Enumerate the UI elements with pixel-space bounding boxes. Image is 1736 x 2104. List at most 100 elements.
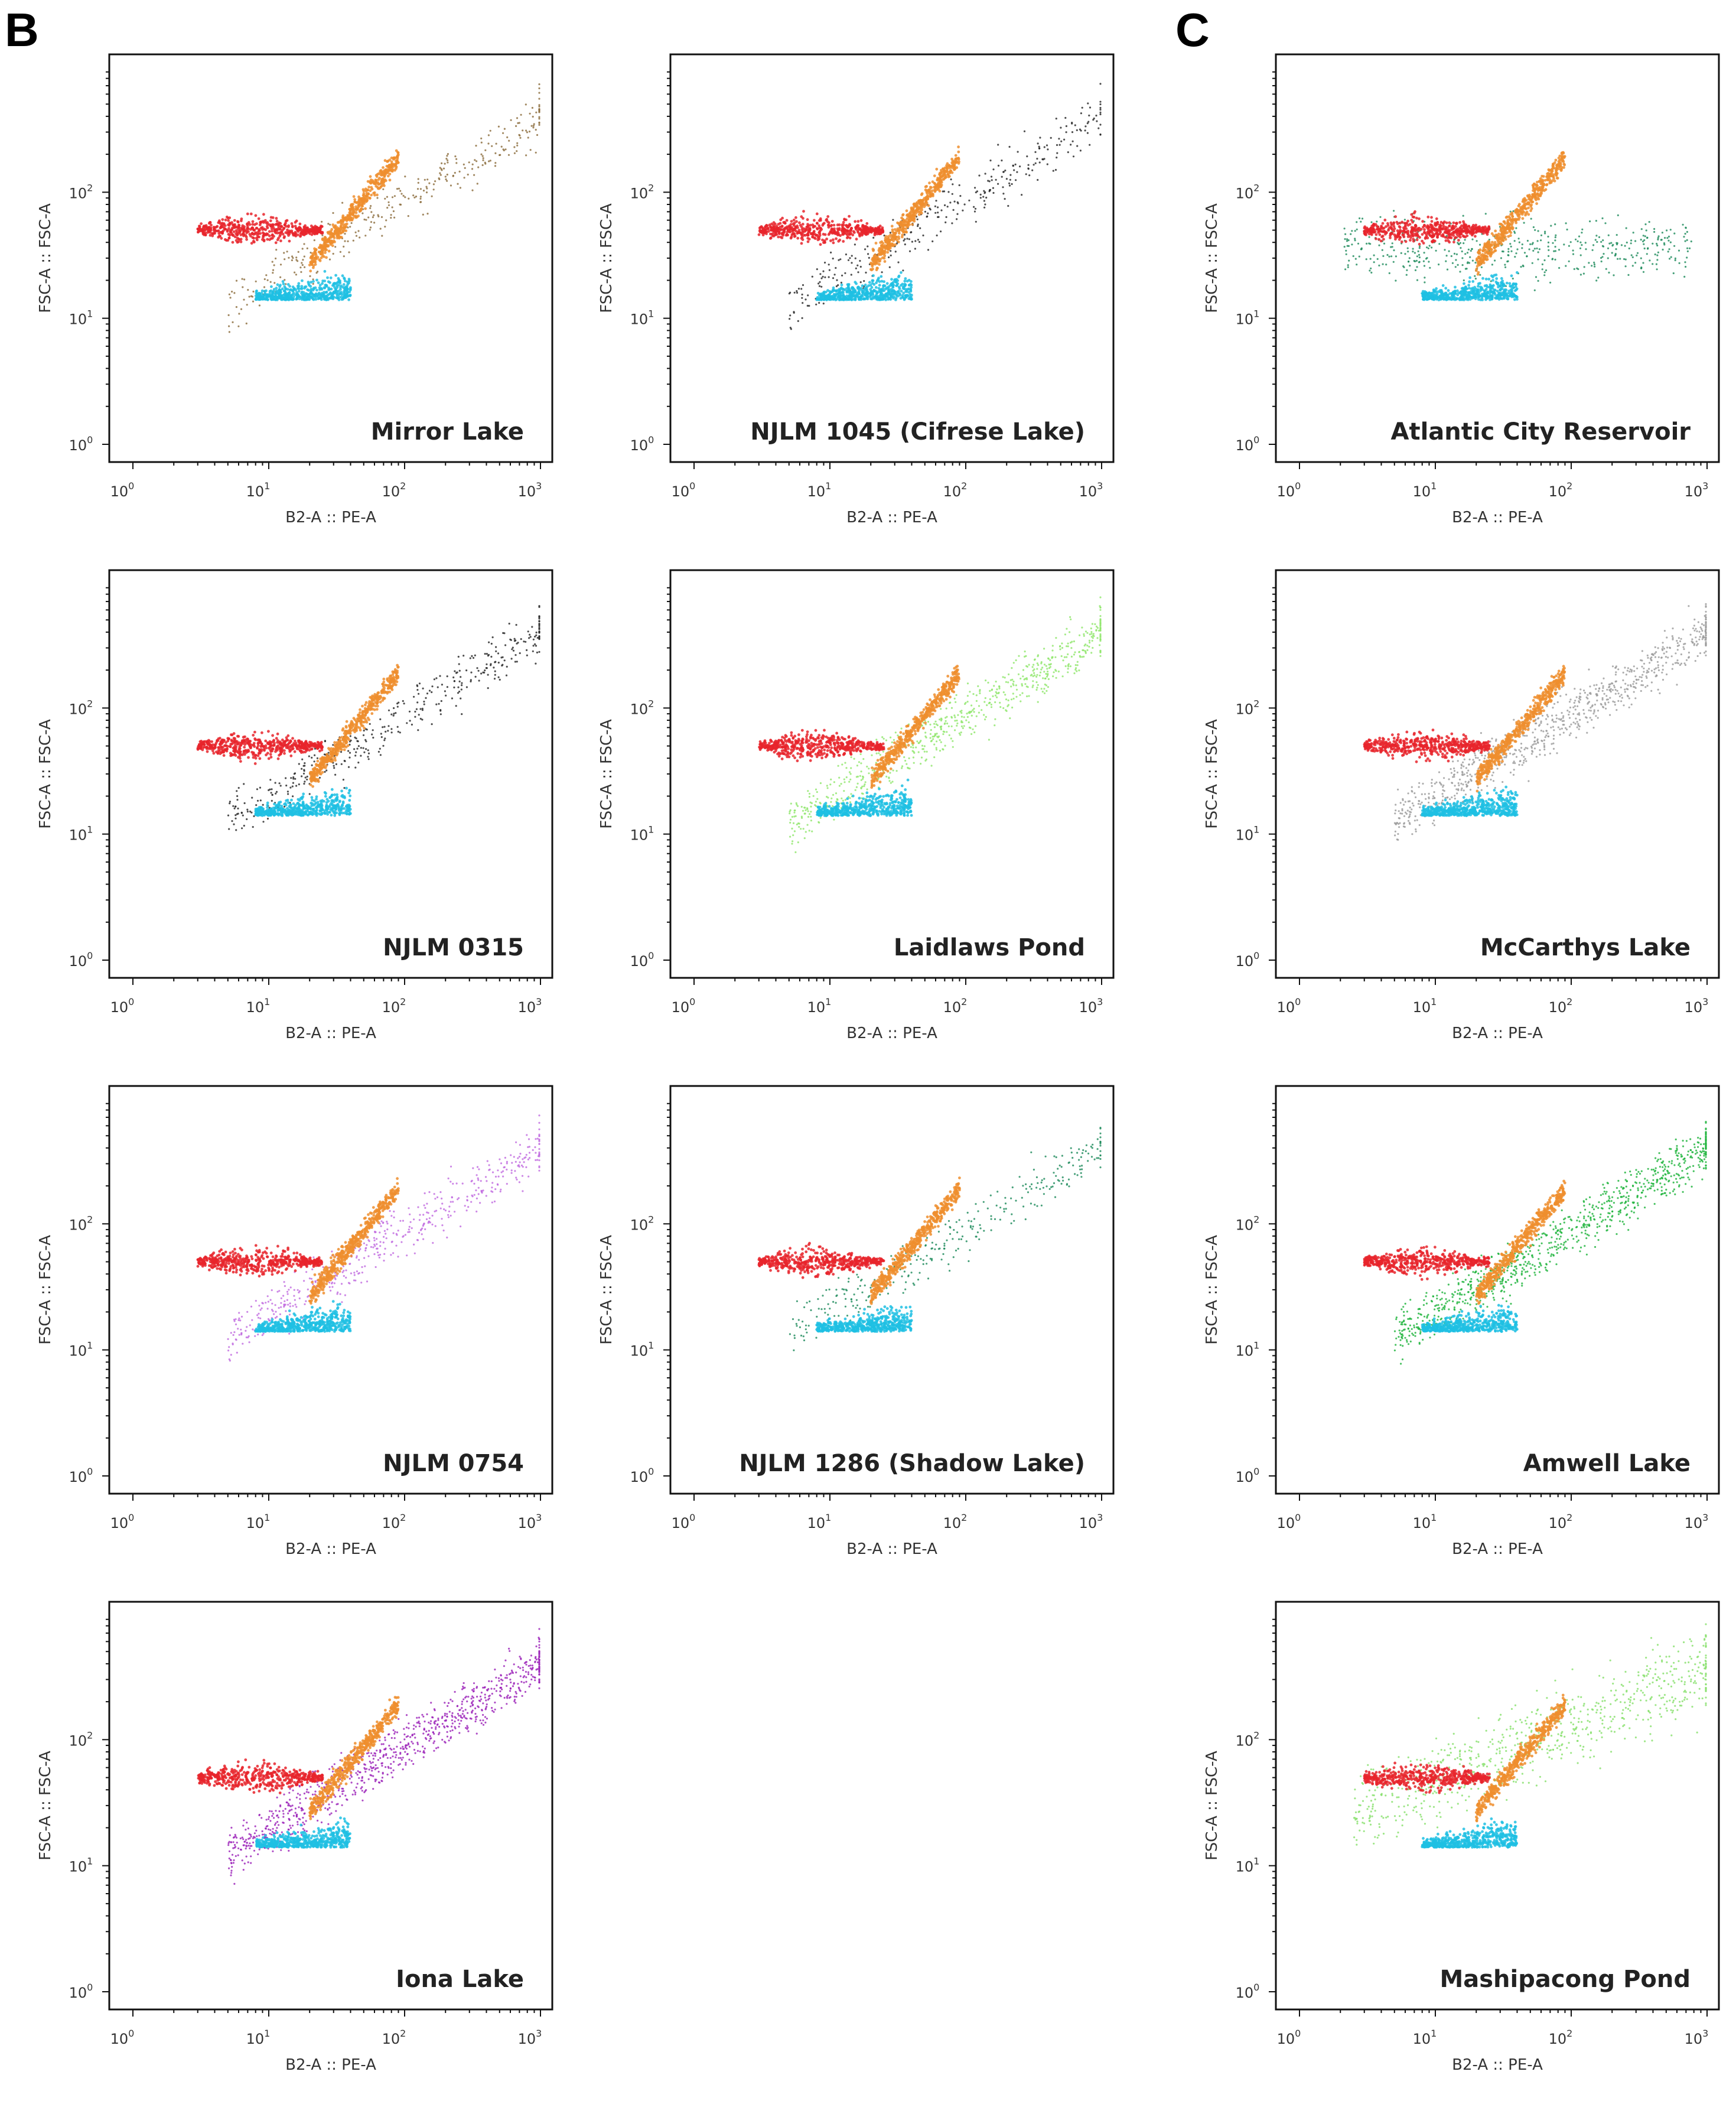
orange-beads-point — [376, 173, 379, 176]
sample-point — [339, 251, 342, 253]
sample-point — [265, 274, 268, 277]
sample-point — [1515, 227, 1517, 229]
sample-point — [1655, 263, 1657, 265]
red-beads-point — [261, 228, 264, 231]
sample-point — [1510, 250, 1513, 252]
sample-point — [1445, 260, 1447, 262]
sample-point — [497, 125, 500, 128]
sample-point — [390, 217, 392, 219]
sample-point — [1045, 144, 1048, 147]
sample-point — [1055, 118, 1057, 120]
orange-beads-point — [908, 219, 911, 222]
red-beads-point — [1431, 231, 1434, 235]
sample-point — [1370, 221, 1373, 223]
sample-point — [530, 125, 533, 127]
sample-point — [1616, 242, 1618, 245]
sample-point — [301, 264, 304, 266]
sample-point — [480, 153, 483, 155]
red-beads-point — [246, 222, 249, 226]
sample-point — [258, 304, 260, 307]
sample-point — [273, 282, 276, 284]
sample-point — [1656, 268, 1658, 271]
red-beads-point — [757, 233, 761, 236]
red-beads-point — [1367, 232, 1371, 236]
sample-point — [1662, 248, 1664, 251]
red-beads-point — [843, 218, 846, 222]
red-beads-point — [1415, 238, 1419, 242]
sample-point — [1514, 256, 1516, 258]
orange-beads-point — [349, 216, 353, 220]
sample-point — [1504, 266, 1507, 268]
red-beads-point — [258, 229, 260, 233]
sample-point — [1678, 249, 1680, 252]
sample-point — [1690, 240, 1692, 243]
cyan-beads-point — [270, 285, 273, 288]
red-beads-point — [1444, 227, 1448, 230]
sample-point — [919, 227, 921, 229]
red-beads-point — [1409, 236, 1412, 239]
cyan-beads-point — [902, 291, 906, 295]
sample-point — [1354, 230, 1356, 232]
red-beads-point — [262, 213, 265, 216]
sample-point — [1014, 163, 1017, 165]
sample-point — [426, 178, 429, 181]
sample-point — [832, 258, 834, 260]
sample-point — [937, 216, 940, 218]
red-beads-point — [1423, 230, 1426, 234]
red-beads-point — [830, 223, 833, 227]
sample-point — [275, 257, 277, 260]
sample-point — [927, 212, 929, 214]
red-beads-point — [758, 229, 762, 233]
sample-point — [1438, 243, 1441, 245]
sample-point — [1537, 279, 1539, 282]
orange-beads-point — [874, 261, 878, 264]
red-beads-point — [282, 227, 286, 230]
red-beads-point — [1431, 234, 1435, 237]
red-beads-point — [312, 232, 316, 235]
sample-point — [819, 281, 821, 283]
sample-point — [513, 146, 516, 148]
cyan-beads-point — [333, 282, 337, 285]
sample-point — [1630, 239, 1633, 242]
sample-point — [295, 259, 298, 261]
cyan-beads-point — [1508, 282, 1512, 285]
red-beads-point — [1430, 216, 1433, 219]
sample-point — [419, 188, 422, 190]
sample-point — [1373, 254, 1375, 256]
sample-point — [1079, 128, 1081, 131]
sample-point — [357, 230, 360, 232]
sample-point — [329, 223, 331, 226]
cyan-beads-point — [825, 294, 828, 298]
red-beads-point — [800, 236, 803, 240]
sample-point — [1544, 232, 1546, 235]
sample-point — [404, 196, 406, 199]
red-beads-point — [1465, 225, 1468, 228]
sample-point — [1600, 260, 1603, 263]
red-beads-point — [242, 234, 245, 238]
sample-point — [1017, 151, 1019, 153]
red-beads-point — [1382, 230, 1385, 233]
sample-point — [464, 167, 466, 169]
sample-point — [1097, 127, 1100, 129]
cyan-beads-point — [897, 294, 900, 298]
orange-beads-point — [377, 178, 380, 181]
sample-point — [494, 165, 497, 167]
cyan-beads-point — [312, 279, 315, 283]
sample-point — [1344, 233, 1347, 235]
sample-point — [1460, 247, 1462, 249]
sample-point — [1554, 239, 1556, 242]
sample-point — [504, 148, 507, 151]
sample-point — [1554, 246, 1556, 248]
sample-point — [1418, 256, 1421, 259]
red-beads-point — [1448, 225, 1451, 227]
orange-beads-point — [367, 186, 370, 189]
sample-point — [1476, 240, 1478, 242]
panel-label-c: C — [1175, 4, 1210, 56]
sample-point — [1509, 243, 1512, 245]
sample-point — [538, 122, 540, 124]
red-beads-point — [268, 238, 271, 241]
sample-point — [1537, 258, 1539, 261]
sample-point — [1517, 238, 1520, 240]
sample-point — [1657, 251, 1659, 253]
